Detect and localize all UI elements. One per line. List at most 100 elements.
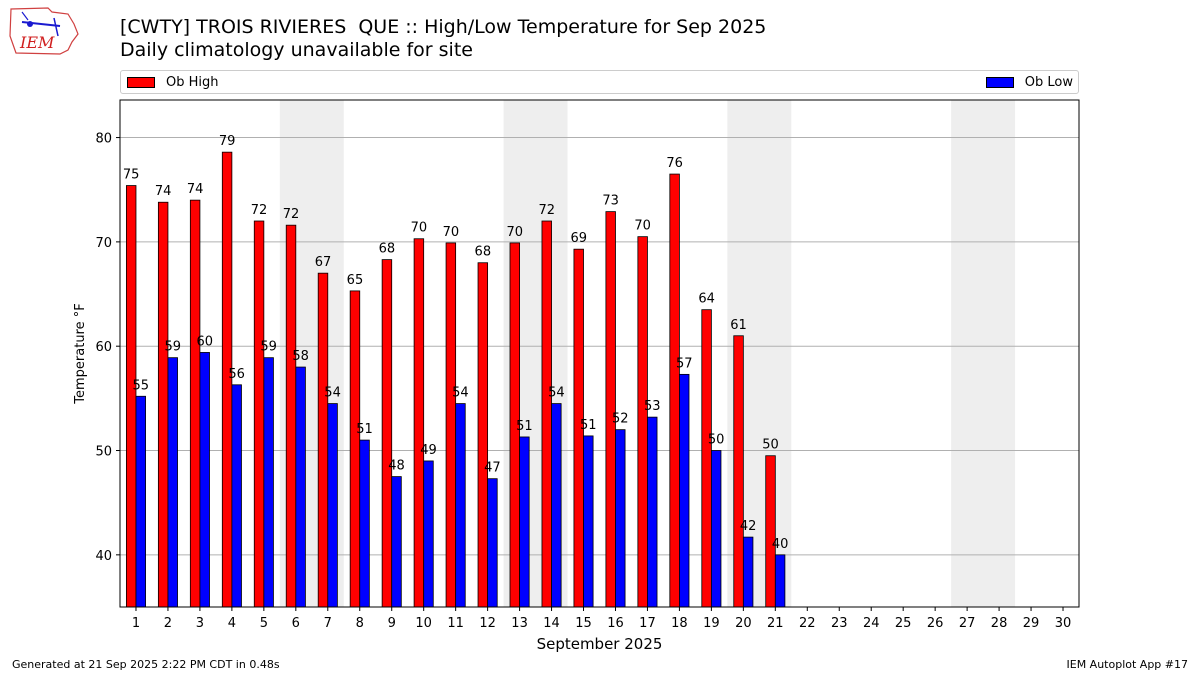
bar-high: [541, 220, 552, 608]
plot-frame: [119, 99, 1080, 608]
x-tick-label: 14: [543, 616, 560, 631]
data-label-high: 73: [602, 194, 619, 209]
bar-low: [199, 352, 210, 608]
data-label-low: 55: [133, 378, 150, 393]
x-tick-label: 27: [959, 616, 976, 631]
bar-low: [710, 450, 722, 608]
data-label-high: 68: [475, 245, 492, 260]
y-tick-label: 40: [95, 549, 112, 564]
data-label-high: 76: [666, 156, 683, 171]
data-label-low: 51: [516, 419, 533, 434]
data-label-high: 79: [219, 134, 236, 149]
x-tick-label: 24: [863, 616, 880, 631]
data-label-high: 70: [443, 225, 460, 240]
data-label-high: 68: [379, 242, 396, 257]
data-label-high: 70: [411, 221, 428, 236]
bar-high: [317, 272, 329, 608]
x-tick-label: 26: [927, 616, 944, 631]
bar-low: [583, 435, 594, 608]
bar-high: [765, 455, 776, 608]
bar-low: [423, 460, 434, 608]
x-tick-label: 29: [1023, 616, 1040, 631]
x-tick-label: 21: [767, 616, 784, 631]
x-tick-label: 12: [479, 616, 496, 631]
bar-high: [349, 290, 361, 608]
data-label-low: 58: [292, 349, 309, 364]
data-label-low: 54: [548, 386, 565, 401]
legend-label-low: Ob Low: [1024, 75, 1073, 90]
data-label-low: 54: [324, 386, 341, 401]
data-label-high: 50: [762, 438, 779, 453]
x-tick-label: 28: [991, 616, 1008, 631]
bar-low: [135, 395, 146, 608]
data-label-high: 72: [283, 207, 300, 222]
data-label-high: 61: [730, 318, 747, 333]
data-label-high: 65: [347, 273, 364, 288]
x-tick-label: 1: [132, 616, 140, 631]
data-label-low: 54: [452, 386, 469, 401]
legend-swatch-low: [985, 77, 1014, 88]
data-label-high: 75: [123, 168, 140, 183]
x-tick-label: 15: [575, 616, 592, 631]
bar-low: [487, 478, 498, 608]
bar-high: [701, 309, 712, 608]
x-tick-label: 5: [260, 616, 268, 631]
data-label-high: 64: [698, 292, 715, 307]
x-tick-label: 10: [415, 616, 432, 631]
x-tick-label: 20: [735, 616, 752, 631]
bar-low: [742, 536, 754, 608]
data-label-low: 53: [644, 399, 661, 414]
bar-low: [679, 373, 690, 608]
bar-low: [263, 357, 274, 608]
data-label-low: 51: [356, 422, 373, 437]
x-tick-label: 4: [228, 616, 236, 631]
bar-high: [125, 185, 137, 608]
x-tick-label: 16: [607, 616, 624, 631]
x-tick-label: 3: [196, 616, 204, 631]
data-label-high: 74: [187, 182, 204, 197]
iem-logo: IEM: [9, 7, 79, 55]
data-label-low: 60: [196, 334, 213, 349]
bar-low: [391, 476, 402, 608]
bar-low: [551, 403, 562, 608]
chart-subtitle: Daily climatology unavailable for site: [120, 39, 473, 61]
bar-low: [455, 403, 466, 608]
data-label-low: 48: [388, 459, 405, 474]
footer-app: IEM Autoplot App #17: [1066, 658, 1189, 671]
x-tick-label: 17: [639, 616, 656, 631]
bar-low: [647, 416, 658, 608]
bar-low: [231, 384, 242, 608]
bar-low: [615, 429, 626, 608]
x-tick-label: 19: [703, 616, 720, 631]
x-axis-label: September 2025: [537, 635, 663, 653]
x-tick-label: 22: [799, 616, 816, 631]
data-label-low: 49: [420, 443, 437, 458]
data-label-low: 59: [260, 340, 277, 355]
bar-high: [157, 201, 169, 608]
data-label-low: 51: [580, 418, 597, 433]
data-label-low: 47: [484, 461, 501, 476]
x-tick-label: 13: [511, 616, 528, 631]
bar-low: [167, 357, 178, 608]
x-tick-label: 11: [447, 616, 464, 631]
x-tick-label: 8: [356, 616, 364, 631]
bar-high: [733, 335, 744, 608]
y-tick-label: 70: [95, 236, 112, 251]
x-tick-label: 7: [324, 616, 332, 631]
bar-high: [285, 224, 297, 608]
y-axis-label: Temperature °F: [73, 303, 88, 404]
data-label-low: 42: [740, 519, 757, 534]
legend: Ob High Ob Low: [120, 70, 1079, 94]
x-tick-label: 30: [1055, 616, 1072, 631]
bar-low: [327, 403, 338, 608]
legend-swatch-high: [127, 77, 155, 88]
data-label-low: 40: [772, 537, 789, 552]
bar-high: [189, 199, 201, 608]
bar-high: [637, 236, 648, 608]
data-label-high: 72: [538, 203, 555, 218]
data-label-low: 57: [676, 356, 693, 371]
y-tick-label: 60: [95, 340, 112, 355]
x-tick-label: 23: [831, 616, 848, 631]
bar-high: [477, 262, 489, 608]
y-tick-label: 80: [95, 132, 112, 147]
